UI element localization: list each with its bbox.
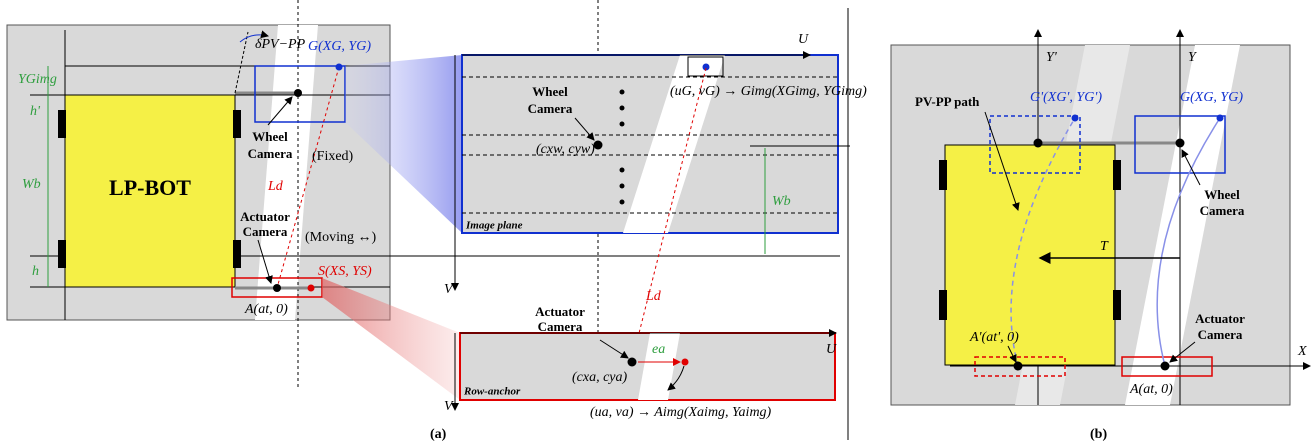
- label: Actuator: [240, 209, 290, 224]
- figure: δPV−PP G(XG, YG) YGimg h' Wb h LP-BOT Wh…: [0, 0, 1313, 447]
- label: G(XG, YG): [308, 39, 371, 54]
- axis-label: V: [444, 282, 454, 297]
- panel-b: Y' Y PV-PP path G'(XG', YG') G(XG, YG) W…: [891, 30, 1310, 442]
- panel-a-row-anchor: Ld Actuator Camera U (cxa, cya) ea Row-a…: [430, 289, 837, 442]
- label: δPV−PP: [255, 37, 306, 52]
- axis-label: Y': [1046, 50, 1058, 65]
- panel-a-left: δPV−PP G(XG, YG) YGimg h' Wb h LP-BOT Wh…: [7, 0, 390, 390]
- label: (cxa, cya): [572, 370, 628, 385]
- label: Row-anchor: [463, 386, 521, 398]
- label: h': [30, 104, 41, 119]
- label: h: [32, 264, 39, 279]
- label: Wheel: [252, 129, 288, 144]
- label: Camera: [1200, 203, 1245, 218]
- label: Camera: [243, 224, 288, 239]
- label: A(at, 0): [244, 302, 288, 317]
- label: Wb: [772, 194, 791, 209]
- label: Ld: [267, 179, 284, 194]
- label: Image plane: [465, 220, 523, 232]
- label: G(XG, YG): [1180, 90, 1243, 105]
- projection: [322, 278, 460, 400]
- label: Wheel: [532, 84, 568, 99]
- label: G'(XG', YG'): [1030, 90, 1102, 105]
- label: T: [1100, 239, 1109, 254]
- label: Camera: [528, 101, 573, 116]
- label: Actuator: [535, 304, 585, 319]
- label: ea: [652, 342, 665, 357]
- label: Wb: [22, 177, 41, 192]
- axis-label: V: [444, 399, 454, 414]
- label: Camera: [1198, 327, 1243, 342]
- axis-label: U: [798, 32, 809, 47]
- label: (Fixed): [312, 149, 354, 164]
- robot-label: LP-BOT: [109, 175, 191, 200]
- label: Actuator: [1195, 311, 1245, 326]
- axis-label: U: [826, 342, 837, 357]
- label: Ld: [645, 289, 662, 304]
- label: PV-PP path: [915, 94, 980, 109]
- label: (Moving ↔): [305, 230, 377, 245]
- label: YGimg: [18, 72, 57, 87]
- label: (cxw, cyw): [536, 142, 595, 157]
- label: Camera: [538, 319, 583, 334]
- label: A'(at', 0): [969, 330, 1019, 345]
- axis-label: X: [1297, 344, 1307, 359]
- label: S(XS, YS): [318, 264, 372, 279]
- label: Wheel: [1204, 187, 1240, 202]
- label: (uG, vG) → Gimg(XGimg, YGimg): [670, 84, 867, 99]
- caption: (a): [430, 427, 447, 442]
- label: (ua, va) → Aimg(Xaimg, Yaimg): [590, 405, 772, 420]
- caption: (b): [1090, 427, 1107, 442]
- label: A(at, 0): [1129, 382, 1173, 397]
- label: Camera: [248, 146, 293, 161]
